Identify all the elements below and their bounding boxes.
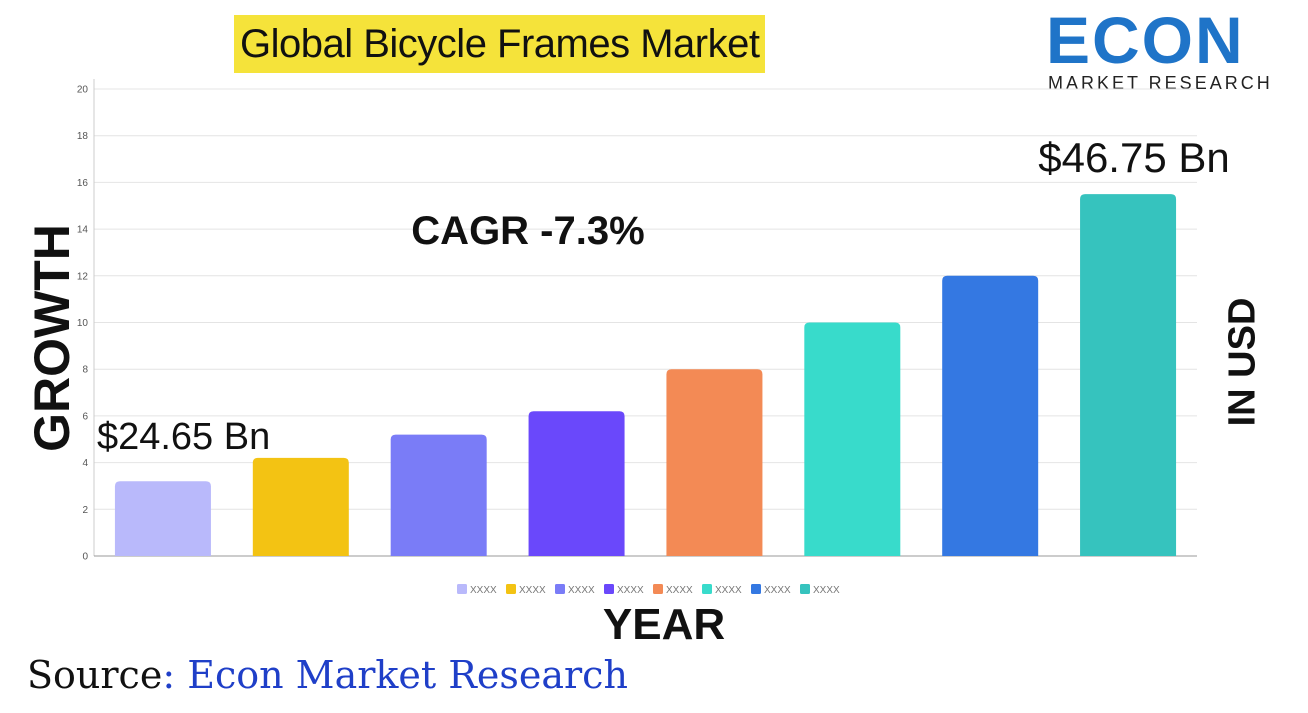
bar [114,481,211,556]
x-axis-title: YEAR [602,600,726,649]
legend-label: XXXX [813,585,840,596]
bars [114,194,1177,556]
y-tick-label: 10 [77,318,89,329]
bar [942,275,1039,556]
y-axis-ticks: 0 2 4 6 8 10 12 14 16 18 20 [77,85,89,563]
legend-label: XXXX [470,585,497,596]
y-tick-label: 8 [82,365,88,376]
source-name: Econ Market Research [187,653,628,697]
source-prefix: Source [27,653,163,697]
chart-title: Global Bicycle Frames Market [240,21,760,66]
legend-label: XXXX [617,585,644,596]
legend-swatch [506,584,516,594]
cagr-label: CAGR -7.3% [411,209,644,253]
bar [252,457,349,556]
start-value-label: $24.65 Bn [97,416,270,458]
y-tick-label: 16 [77,178,89,189]
legend: XXXX XXXX XXXX XXXX XXXX XXXX XXXX XXXX [457,584,840,596]
legend-label: XXXX [715,585,742,596]
y-tick-label: 6 [82,411,88,422]
y-tick-label: 2 [82,505,88,516]
y-tick-label: 20 [77,85,89,96]
source-line: Source: Econ Market Research [27,653,628,697]
logo-subtitle: MARKET RESEARCH [1048,73,1273,93]
legend-label: XXXX [666,585,693,596]
source-separator: : [162,653,188,697]
y-tick-label: 18 [77,131,89,142]
logo-wordmark: ECON [1046,3,1245,77]
right-axis-title: IN USD [1221,297,1264,427]
legend-swatch [800,584,810,594]
legend-swatch [751,584,761,594]
y-tick-label: 0 [82,552,88,563]
title-highlight: Global Bicycle Frames Market [234,15,766,73]
legend-swatch [457,584,467,594]
y-axis-title: GROWTH [24,224,80,452]
legend-swatch [604,584,614,594]
bar [1080,194,1177,556]
econ-logo: ECON MARKET RESEARCH [1046,5,1286,95]
y-tick-label: 4 [82,458,88,469]
legend-swatch [653,584,663,594]
legend-swatch [555,584,565,594]
bar [390,434,487,556]
bar [804,322,901,556]
legend-label: XXXX [519,585,546,596]
legend-swatch [702,584,712,594]
y-tick-label: 12 [77,271,89,282]
bar [666,369,763,556]
legend-label: XXXX [764,585,791,596]
y-tick-label: 14 [77,225,89,236]
bar [528,411,625,556]
legend-label: XXXX [568,585,595,596]
end-value-label: $46.75 Bn [1038,134,1230,181]
